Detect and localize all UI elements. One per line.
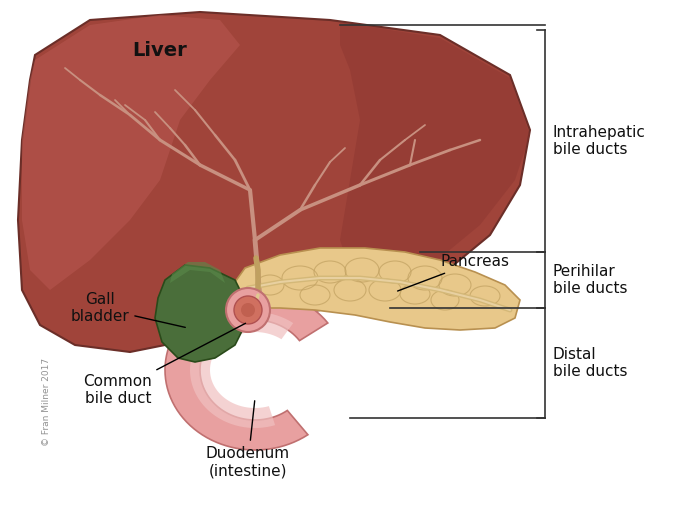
Polygon shape — [155, 265, 245, 362]
Circle shape — [234, 296, 262, 324]
Text: Liver: Liver — [132, 40, 188, 60]
Text: Distal
bile ducts: Distal bile ducts — [553, 347, 627, 379]
Polygon shape — [165, 290, 328, 450]
Text: Perihilar
bile ducts: Perihilar bile ducts — [553, 264, 627, 296]
Circle shape — [241, 303, 255, 317]
Polygon shape — [340, 22, 530, 280]
Text: Duodenum
(intestine): Duodenum (intestine) — [206, 401, 290, 478]
Polygon shape — [235, 248, 520, 330]
Circle shape — [226, 288, 270, 332]
Polygon shape — [18, 12, 530, 352]
Text: Gall
bladder: Gall bladder — [71, 292, 186, 328]
Text: Pancreas: Pancreas — [398, 255, 509, 291]
Polygon shape — [170, 262, 225, 283]
Text: Common
bile duct: Common bile duct — [83, 323, 246, 406]
Polygon shape — [190, 312, 293, 428]
Text: © Fran Milner 2017: © Fran Milner 2017 — [42, 358, 51, 446]
Polygon shape — [22, 15, 240, 290]
Text: Intrahepatic
bile ducts: Intrahepatic bile ducts — [553, 125, 646, 157]
